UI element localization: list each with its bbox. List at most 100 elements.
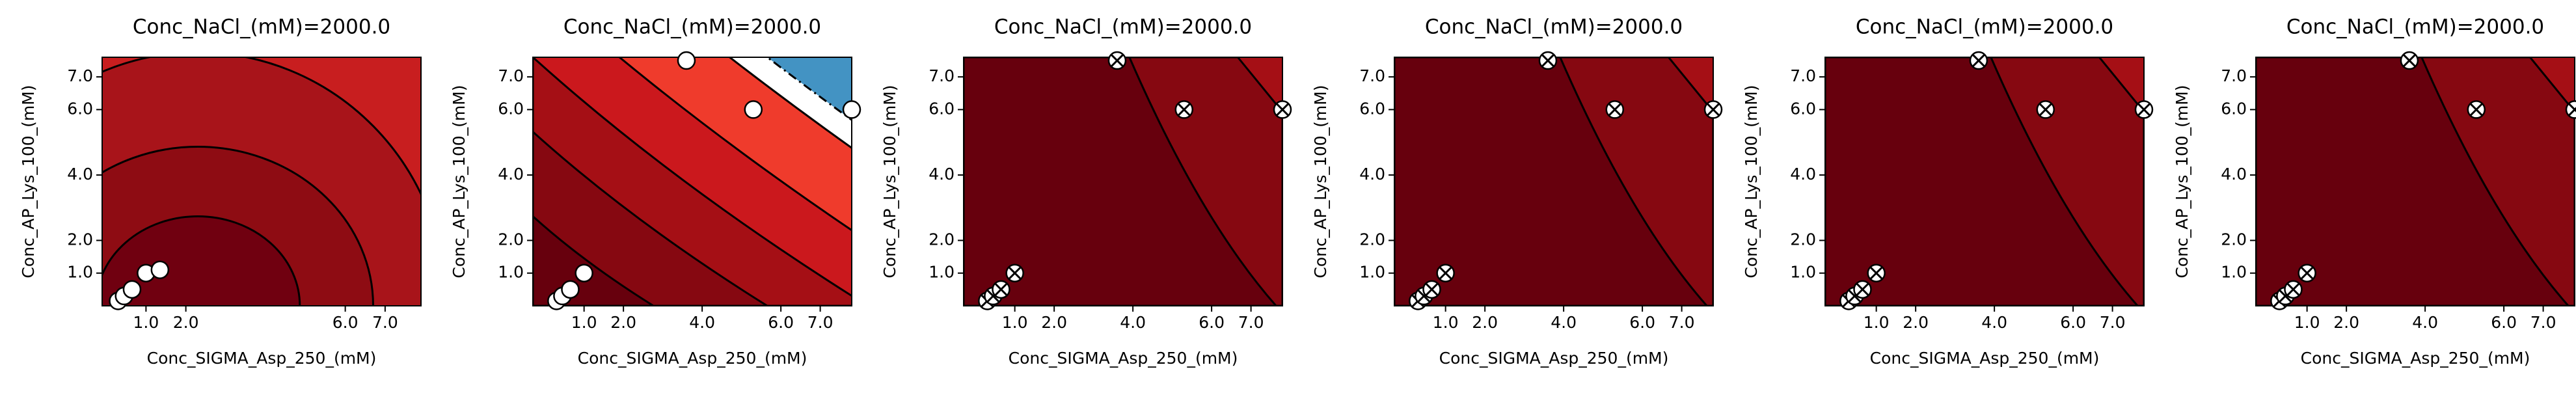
marker-cross: [2039, 103, 2052, 116]
x-axis-label: Conc_SIGMA_Asp_250_(mM): [2301, 349, 2530, 368]
data-point: [561, 280, 580, 299]
marker-cross: [1177, 103, 1191, 116]
contour-fill: [964, 57, 1278, 306]
y-axis-label: Conc_AP_Lys_100_(mM): [1742, 85, 1761, 278]
data-point: [992, 280, 1010, 299]
y-tick-label: 6.0: [67, 99, 93, 118]
contour-fill: [1394, 57, 1709, 306]
y-tick-label: 4.0: [929, 165, 955, 183]
x-tick-label: 6.0: [768, 313, 794, 332]
y-tick-label: 2.0: [67, 230, 93, 249]
data-point: [2284, 280, 2303, 299]
marker-circle: [744, 100, 763, 119]
data-point: [2298, 264, 2316, 282]
chart-title: Conc_NaCl_(mM)=2000.0: [2286, 16, 2544, 39]
contour-fill: [1825, 57, 2139, 306]
marker-cross: [1275, 103, 1290, 116]
data-point: [575, 264, 593, 282]
y-axis-label: Conc_AP_Lys_100_(mM): [450, 85, 468, 278]
data-point: [2036, 100, 2055, 119]
y-axis-label: Conc_AP_Lys_100_(mM): [19, 85, 38, 278]
chart-title: Conc_NaCl_(mM)=2000.0: [1425, 16, 1683, 39]
x-tick-label: 1.0: [571, 313, 597, 332]
y-tick-label: 2.0: [1790, 230, 1816, 249]
x-tick-label: 7.0: [807, 313, 834, 332]
x-tick-label: 6.0: [1199, 313, 1225, 332]
marker-cross: [1608, 103, 1621, 116]
data-point: [1538, 51, 1558, 70]
y-tick-label: 6.0: [1359, 99, 1385, 118]
y-tick-label: 7.0: [1359, 66, 1385, 85]
x-tick-label: 4.0: [689, 313, 715, 332]
data-point: [1703, 100, 1723, 119]
y-tick-label: 1.0: [2221, 263, 2247, 282]
data-point: [2400, 51, 2419, 70]
data-point: [1867, 264, 1886, 282]
plot-frame: [102, 57, 422, 306]
x-tick-label: 1.0: [1433, 313, 1459, 332]
data-point: [122, 280, 142, 299]
data-point: [677, 51, 696, 70]
y-tick-label: 7.0: [929, 66, 955, 85]
marker-cross: [1425, 282, 1439, 296]
x-tick-label: 4.0: [2412, 313, 2438, 332]
contour-fill: [533, 215, 656, 306]
data-point: [1174, 100, 1194, 119]
y-tick-label: 1.0: [67, 263, 93, 282]
x-tick-label: 4.0: [1551, 313, 1577, 332]
marker-cross: [2469, 103, 2483, 116]
x-tick-label: 2.0: [610, 313, 636, 332]
y-tick-label: 4.0: [67, 165, 93, 183]
marker-circle: [561, 280, 580, 299]
y-tick-label: 1.0: [1359, 263, 1385, 282]
marker-circle: [2565, 100, 2576, 119]
y-axis-label: Conc_AP_Lys_100_(mM): [2173, 85, 2191, 278]
x-tick-label: 7.0: [372, 313, 398, 332]
y-tick-label: 7.0: [498, 66, 524, 85]
contour-area: [533, 57, 852, 306]
marker-cross: [2568, 103, 2576, 116]
data-point: [1853, 280, 1872, 299]
marker-cross: [994, 282, 1008, 296]
marker-cross: [2402, 53, 2416, 68]
y-tick-label: 4.0: [2221, 165, 2247, 183]
x-tick-label: 6.0: [1629, 313, 1655, 332]
chart-title: Conc_NaCl_(mM)=2000.0: [133, 16, 390, 39]
y-tick-label: 4.0: [1790, 165, 1816, 183]
marker-cross: [1869, 266, 1883, 280]
x-tick-label: 2.0: [1472, 313, 1498, 332]
y-tick-label: 6.0: [2221, 99, 2247, 118]
x-tick-label: 1.0: [1002, 313, 1028, 332]
y-tick-label: 1.0: [498, 263, 524, 282]
x-tick-label: 4.0: [1120, 313, 1146, 332]
y-tick-label: 6.0: [498, 99, 524, 118]
contour-area: [102, 57, 421, 306]
y-axis-label: Conc_AP_Lys_100_(mM): [1311, 85, 1330, 278]
contour-fill: [2256, 57, 2570, 306]
data-point: [150, 260, 170, 279]
marker-cross: [2137, 103, 2151, 116]
marker-cross: [1972, 53, 1985, 68]
data-point: [744, 100, 763, 119]
panel: Conc_NaCl_(mM)=2000.0 Conc_SIGMA_Asp_250_…: [450, 16, 861, 368]
chart-title: Conc_NaCl_(mM)=2000.0: [1856, 16, 2113, 39]
y-tick-label: 6.0: [929, 99, 955, 118]
data-point: [1107, 51, 1127, 70]
x-tick-label: 7.0: [2100, 313, 2126, 332]
x-tick-label: 1.0: [1864, 313, 1890, 332]
y-tick-label: 7.0: [1790, 66, 1816, 85]
marker-cross: [1541, 53, 1554, 68]
contour-area: [2256, 57, 2575, 306]
marker-circle: [677, 51, 696, 70]
x-axis-label: Conc_SIGMA_Asp_250_(mM): [1870, 349, 2100, 368]
x-tick-label: 7.0: [1238, 313, 1264, 332]
chart-title: Conc_NaCl_(mM)=2000.0: [563, 16, 821, 39]
marker-cross: [1439, 266, 1452, 280]
data-point: [1605, 100, 1625, 119]
y-tick-label: 2.0: [929, 230, 955, 249]
data-point: [1422, 280, 1441, 299]
x-axis-label: Conc_SIGMA_Asp_250_(mM): [147, 349, 377, 368]
x-tick-label: 6.0: [2491, 313, 2517, 332]
data-point: [2134, 100, 2154, 119]
marker-circle: [122, 280, 142, 299]
